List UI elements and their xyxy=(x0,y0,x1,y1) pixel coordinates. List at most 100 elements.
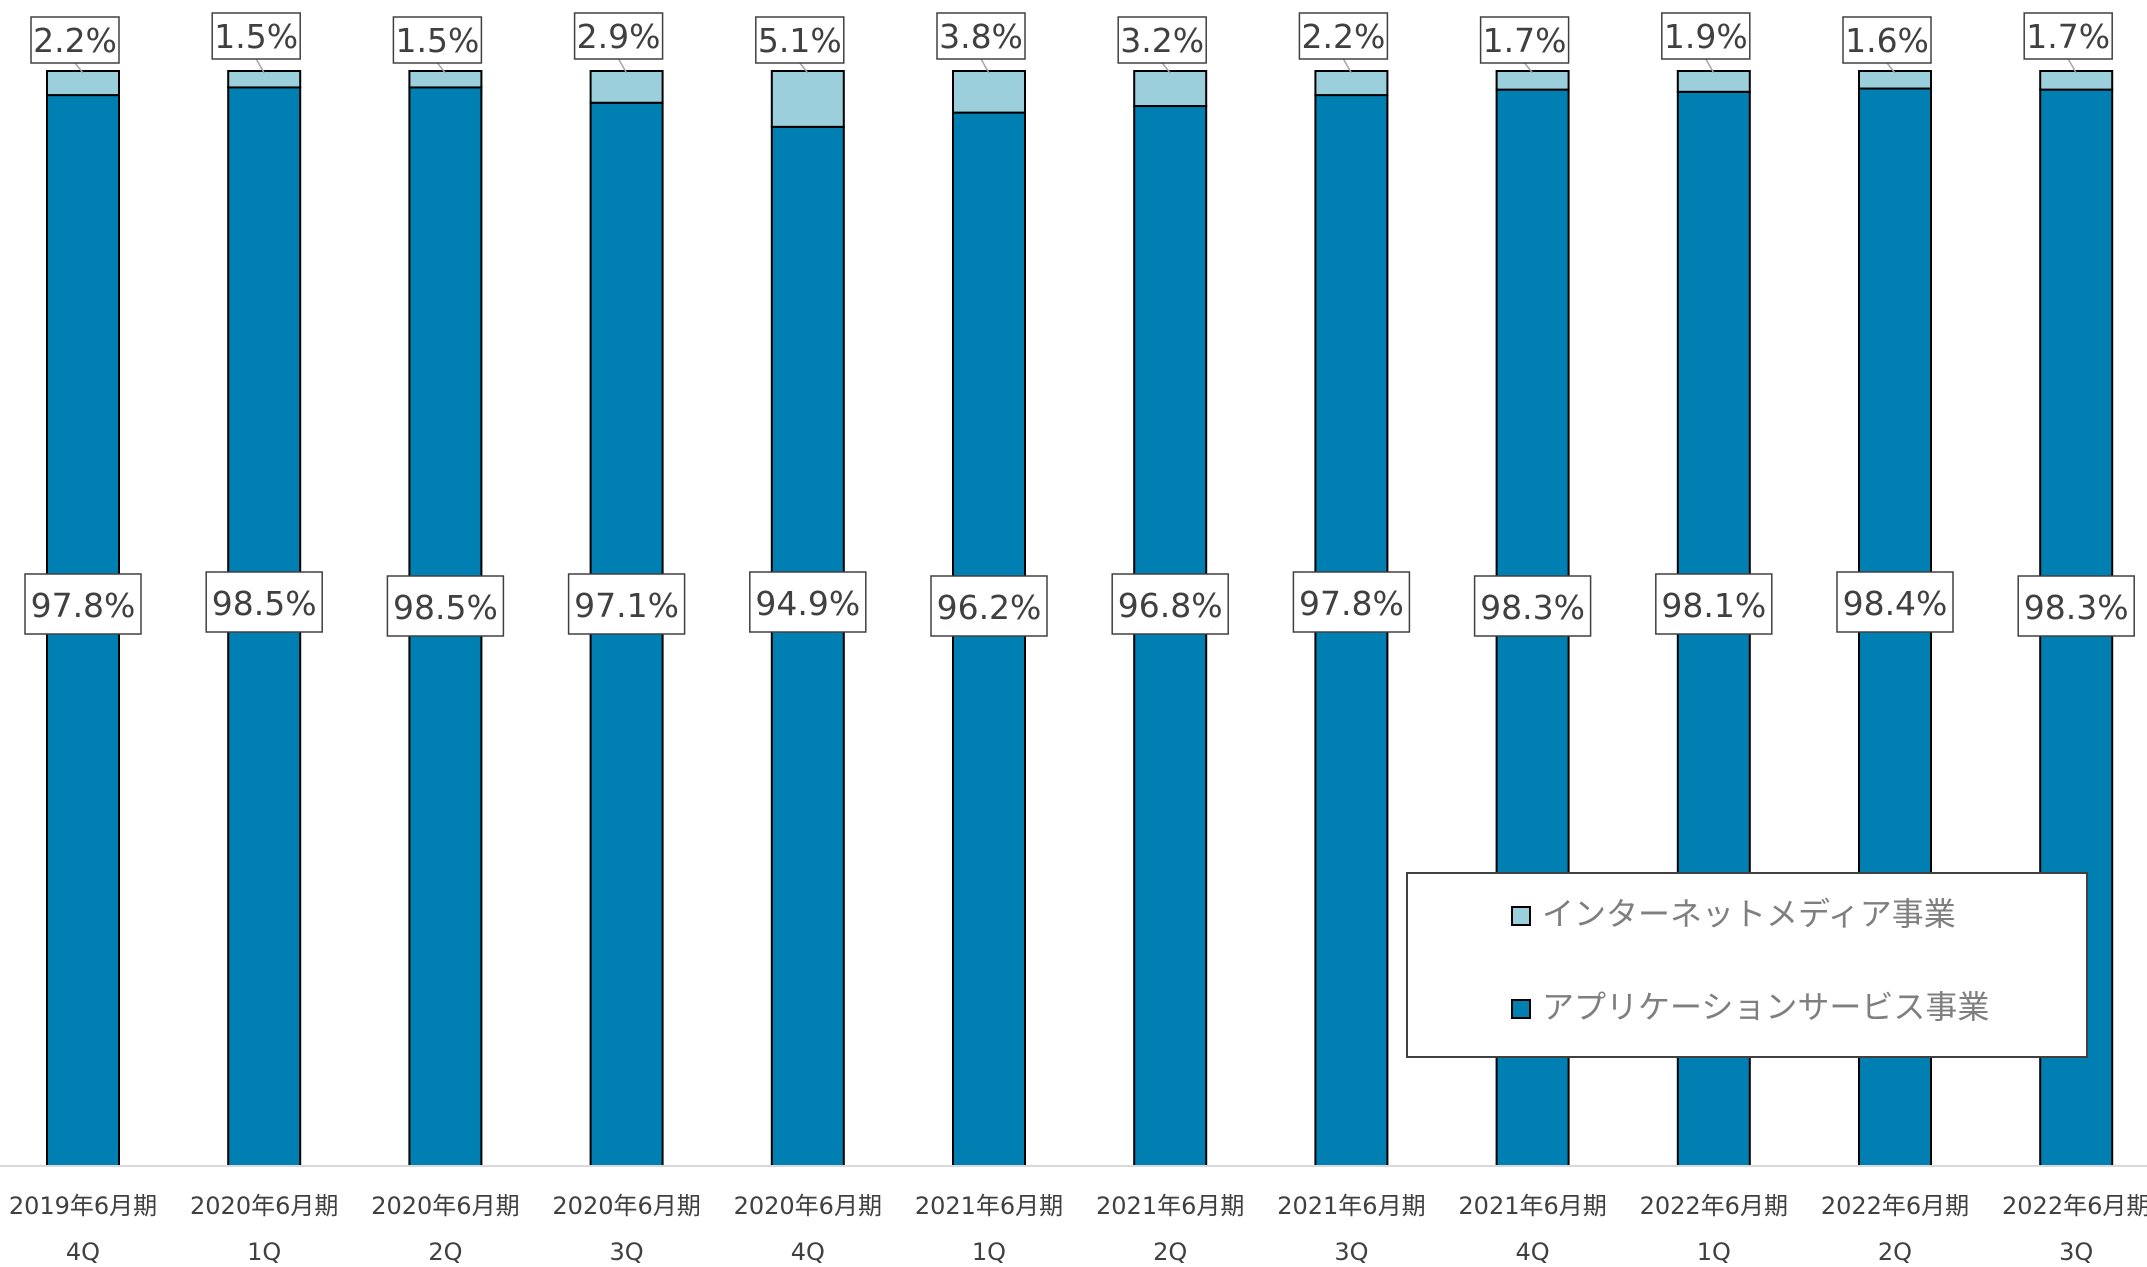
data-label-application-service-9: 98.1% xyxy=(1661,586,1766,625)
bar-internet-media-2 xyxy=(408,70,483,89)
data-label-box-application-service-9 xyxy=(1655,573,1773,635)
x-tick-label-period-7: 2021年6月期 xyxy=(1277,1192,1425,1220)
data-label-box-application-service-6 xyxy=(1111,573,1229,635)
x-tick-label-period-4: 2020年6月期 xyxy=(734,1192,882,1220)
data-label-box-internet-media-4 xyxy=(755,16,845,64)
data-label-application-service-8: 98.3% xyxy=(1480,588,1585,627)
x-tick-label-quarter-1: 1Q xyxy=(247,1238,281,1266)
data-label-box-application-service-5 xyxy=(930,575,1048,637)
legend-box xyxy=(1406,872,2088,1058)
data-label-box-internet-media-0 xyxy=(30,16,120,64)
leader-line-8 xyxy=(1524,62,1534,74)
data-label-application-service-11: 98.3% xyxy=(2024,588,2129,627)
data-label-internet-media-9: 1.9% xyxy=(1664,17,1748,56)
bar-internet-media-1 xyxy=(227,70,302,89)
data-label-internet-media-5: 3.8% xyxy=(939,17,1023,56)
bar-internet-media-4 xyxy=(770,70,845,128)
bar-application-service-6 xyxy=(1133,105,1208,1167)
x-tick-label-quarter-10: 2Q xyxy=(1878,1238,1912,1266)
data-label-application-service-10: 98.4% xyxy=(1843,584,1948,623)
data-label-application-service-1: 98.5% xyxy=(212,584,317,623)
x-tick-label-period-11: 2022年6月期 xyxy=(2002,1192,2147,1220)
x-tick-label-quarter-0: 4Q xyxy=(66,1238,100,1266)
leader-line-4 xyxy=(799,62,809,74)
data-label-internet-media-0: 2.2% xyxy=(33,21,117,60)
x-tick-label-quarter-9: 1Q xyxy=(1697,1238,1731,1266)
leader-line-3 xyxy=(617,58,628,74)
data-label-box-application-service-8 xyxy=(1473,575,1592,637)
bar-internet-media-9 xyxy=(1676,70,1751,93)
x-tick-label-quarter-4: 4Q xyxy=(791,1238,825,1266)
data-label-box-internet-media-7 xyxy=(1298,12,1389,60)
data-label-box-internet-media-5 xyxy=(936,12,1026,60)
data-label-internet-media-11: 1.7% xyxy=(2026,17,2110,56)
x-tick-label-quarter-11: 3Q xyxy=(2059,1238,2093,1266)
bar-application-service-4 xyxy=(770,125,845,1168)
data-label-box-application-service-4 xyxy=(749,571,867,633)
data-label-internet-media-3: 2.9% xyxy=(577,17,661,56)
bar-internet-media-5 xyxy=(952,70,1026,114)
data-label-box-internet-media-6 xyxy=(1117,16,1207,64)
x-tick-label-quarter-6: 2Q xyxy=(1153,1238,1187,1266)
x-tick-label-quarter-3: 3Q xyxy=(610,1238,644,1266)
data-label-application-service-7: 97.8% xyxy=(1299,584,1404,623)
bar-internet-media-11 xyxy=(2039,70,2114,91)
bar-internet-media-3 xyxy=(589,70,664,104)
x-tick-label-period-5: 2021年6月期 xyxy=(915,1192,1063,1220)
bar-internet-media-8 xyxy=(1495,70,1570,91)
leader-line-9 xyxy=(1705,58,1715,74)
bar-internet-media-6 xyxy=(1133,70,1208,108)
data-label-box-application-service-3 xyxy=(567,573,686,635)
x-tick-label-period-6: 2021年6月期 xyxy=(1096,1192,1244,1220)
bar-internet-media-0 xyxy=(46,70,120,97)
leader-line-11 xyxy=(2067,58,2077,74)
leader-line-6 xyxy=(1161,62,1171,74)
legend-swatch-internet-media xyxy=(1511,906,1531,926)
bar-application-service-5 xyxy=(952,111,1026,1168)
data-label-box-application-service-1 xyxy=(205,571,323,633)
data-label-box-application-service-10 xyxy=(1836,571,1954,633)
leader-line-7 xyxy=(1342,58,1353,74)
data-label-application-service-6: 96.8% xyxy=(1118,586,1223,625)
data-label-internet-media-2: 1.5% xyxy=(395,21,479,60)
data-label-internet-media-4: 5.1% xyxy=(758,21,842,60)
data-label-box-internet-media-8 xyxy=(1479,16,1570,64)
x-tick-label-period-1: 2020年6月期 xyxy=(190,1192,338,1220)
data-labels-layer: 2.2% 97.8% 1.5% 98.5% 1.5% 98.5% 2.9% 97.1% 5.1%… xyxy=(24,12,2135,637)
data-label-box-application-service-0 xyxy=(24,573,142,635)
data-label-box-application-service-11 xyxy=(2017,575,2135,637)
x-tick-label-period-3: 2020年6月期 xyxy=(552,1192,700,1220)
leader-line-5 xyxy=(980,58,990,74)
data-label-internet-media-7: 2.2% xyxy=(1301,17,1385,56)
data-label-box-internet-media-2 xyxy=(392,16,483,64)
legend-swatch-application-service xyxy=(1511,999,1531,1019)
legend-label-application-service: アプリケーションサービス事業 xyxy=(1542,988,1989,1026)
data-label-box-internet-media-3 xyxy=(573,12,664,60)
x-tick-label-quarter-2: 2Q xyxy=(428,1238,462,1266)
data-label-internet-media-10: 1.6% xyxy=(1845,21,1929,60)
data-label-internet-media-6: 3.2% xyxy=(1120,21,1204,60)
data-label-box-internet-media-10 xyxy=(1842,16,1932,64)
data-label-internet-media-8: 1.7% xyxy=(1483,21,1567,60)
leader-line-0 xyxy=(74,62,84,74)
data-label-box-internet-media-11 xyxy=(2023,12,2113,60)
x-tick-label-period-10: 2022年6月期 xyxy=(1821,1192,1969,1220)
x-tick-label-quarter-5: 1Q xyxy=(972,1238,1006,1266)
leader-line-1 xyxy=(255,58,265,74)
bar-internet-media-7 xyxy=(1314,70,1389,97)
leader-line-10 xyxy=(1886,62,1896,74)
x-tick-label-quarter-8: 4Q xyxy=(1516,1238,1550,1266)
data-label-application-service-3: 97.1% xyxy=(574,586,679,625)
leader-lines-layer xyxy=(74,58,2077,74)
leader-line-2 xyxy=(436,62,446,74)
x-axis-labels: 2019年6月期 4Q 2020年6月期 1Q 2020年6月期 2Q 2020年6月期 3Q… xyxy=(9,1192,2147,1266)
legend: インターネットメディア事業 アプリケーションサービス事業 xyxy=(1406,872,2088,1058)
data-label-application-service-2: 98.5% xyxy=(393,588,498,627)
x-tick-label-period-8: 2021年6月期 xyxy=(1458,1192,1606,1220)
x-tick-label-period-0: 2019年6月期 xyxy=(9,1192,157,1220)
data-label-application-service-4: 94.9% xyxy=(755,584,860,623)
legend-label-internet-media: インターネットメディア事業 xyxy=(1542,895,1956,933)
data-label-application-service-5: 96.2% xyxy=(937,588,1042,627)
